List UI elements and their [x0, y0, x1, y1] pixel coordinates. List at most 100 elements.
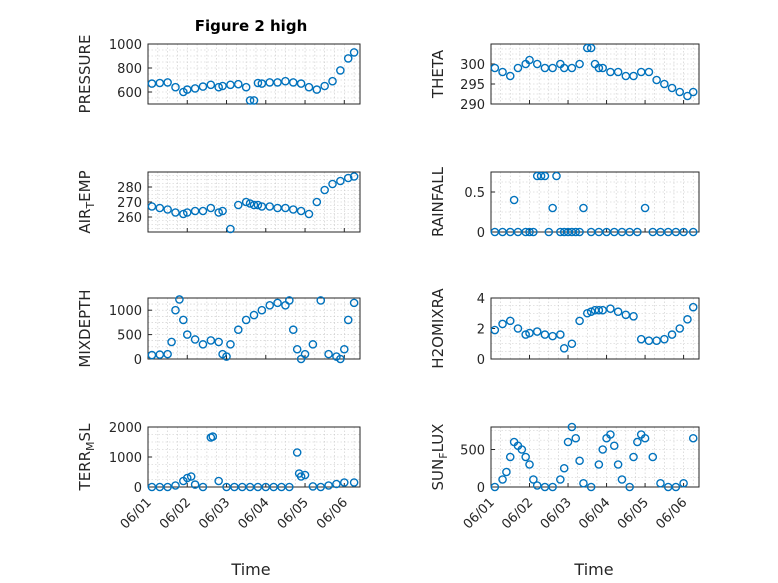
data-point: [575, 227, 584, 237]
data-point: [300, 349, 310, 359]
data-point: [171, 481, 180, 490]
data-point: [288, 78, 298, 87]
data-point: [567, 339, 577, 349]
data-point: [629, 71, 638, 81]
data-point: [245, 96, 255, 105]
data-point: [226, 224, 235, 234]
data-point: [633, 437, 642, 447]
data-point: [285, 296, 294, 305]
data-point: [688, 302, 698, 312]
data-point: [190, 84, 200, 93]
data-point: [536, 171, 546, 181]
data-point: [332, 479, 341, 489]
data-point: [320, 81, 329, 91]
data-point: [320, 185, 329, 195]
data-point: [206, 80, 216, 90]
data-point: [582, 308, 592, 318]
data-point: [163, 78, 172, 87]
data-point: [179, 209, 188, 219]
data-point: [218, 81, 227, 91]
data-point: [241, 315, 251, 325]
x-tick-label: 06/03: [196, 495, 233, 532]
data-point: [540, 171, 550, 181]
data-point: [249, 96, 259, 105]
y-axis-label: H2OMIXRA: [429, 288, 447, 369]
data-point: [679, 227, 688, 237]
data-point: [575, 316, 584, 326]
panel-terr: 0 1000 2000 06/01 06/02 06/03 06/04 06/05 06/06 T…: [76, 421, 361, 532]
data-point: [633, 227, 642, 237]
data-point: [688, 87, 698, 97]
y-tick-label: 260: [117, 211, 142, 226]
data-point: [675, 324, 685, 333]
data-point: [675, 87, 685, 97]
panel-rainfall: 0 0.5 RAINFALL: [429, 166, 700, 241]
data-point: [253, 78, 263, 88]
data-point: [679, 478, 688, 488]
data-point: [245, 199, 255, 208]
data-point: [540, 330, 550, 339]
x-tick-label: 06/01: [461, 495, 498, 532]
x-tick-label: 06/05: [615, 495, 652, 532]
data-point: [190, 480, 200, 489]
data-point: [586, 43, 596, 53]
x-axis-label-left: Time: [230, 560, 270, 579]
data-point: [567, 422, 577, 432]
data-point: [336, 66, 345, 75]
data-point: [548, 63, 557, 73]
data-point: [490, 325, 500, 335]
data-point: [324, 349, 333, 359]
data-point: [273, 78, 282, 87]
data-point: [147, 202, 157, 211]
data-point: [567, 63, 577, 73]
data-point: [688, 433, 698, 443]
y-tick-label: 0: [477, 226, 485, 241]
data-point: [214, 82, 223, 92]
data-point: [182, 208, 192, 217]
data-point: [300, 470, 310, 480]
data-point: [625, 482, 634, 492]
data-point: [525, 328, 534, 338]
data-point: [660, 334, 669, 344]
data-point: [652, 75, 661, 85]
data-point: [206, 203, 216, 213]
axes-frame: [490, 43, 700, 105]
data-point: [629, 311, 638, 321]
y-tick-label: 300: [460, 58, 485, 73]
data-point: [636, 334, 646, 344]
data-point: [648, 452, 658, 462]
axes-box: [490, 171, 700, 233]
data-point: [532, 327, 542, 336]
y-axis-label: RAINFALL: [429, 166, 447, 237]
y-tick-label: 1000: [109, 304, 142, 319]
data-point: [521, 452, 530, 462]
data-point: [339, 478, 349, 487]
data-point: [579, 478, 588, 488]
data-point: [218, 206, 227, 216]
data-point: [606, 304, 615, 313]
data-point: [575, 456, 584, 466]
x-tick-label: 06/03: [538, 495, 575, 532]
data-point: [613, 67, 623, 77]
axes-frame: [147, 297, 361, 360]
data-point: [594, 460, 604, 469]
data-point: [296, 79, 306, 88]
data-point: [198, 340, 208, 349]
y-tick-label: 500: [460, 444, 485, 459]
data-point: [182, 85, 192, 94]
data-point: [349, 478, 359, 487]
data-point: [288, 205, 298, 214]
y-tick-label: 1000: [109, 38, 142, 53]
data-point: [525, 55, 534, 65]
data-point: [598, 305, 608, 315]
y-tick-label: 0: [134, 353, 142, 368]
y-tick-label: 1000: [109, 451, 142, 466]
data-point: [214, 337, 223, 347]
data-point: [667, 330, 677, 339]
data-point: [288, 325, 298, 335]
data-point: [163, 205, 172, 214]
data-point: [198, 82, 208, 91]
data-point: [175, 295, 184, 304]
x-axis-label-right: Time: [573, 560, 613, 579]
